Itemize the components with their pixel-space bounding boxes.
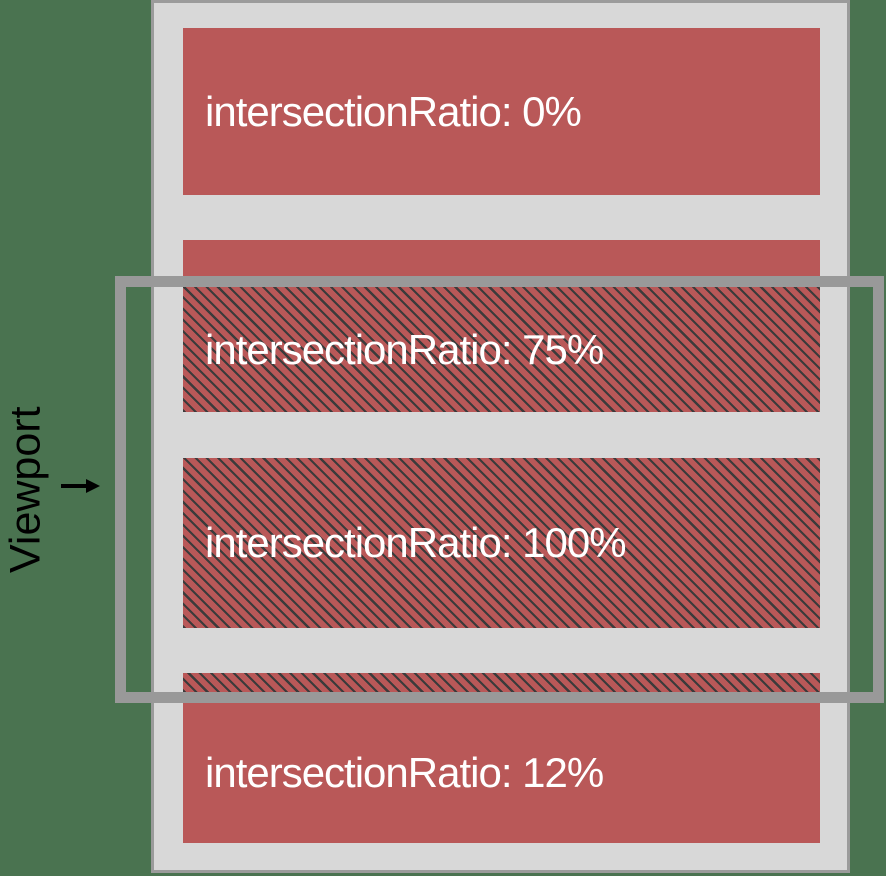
- box-label-region: intersectionRatio: 12%: [183, 703, 820, 843]
- box-label-region: intersectionRatio: 75%: [183, 287, 820, 412]
- arrow-right-icon: [61, 484, 88, 488]
- target-box-0-percent: intersectionRatio: 0%: [183, 28, 820, 195]
- viewport-label: Viewport: [1, 406, 50, 574]
- intersection-hatch-overlay: [183, 276, 820, 412]
- arrow-right-icon-head: [86, 479, 100, 493]
- intersection-hatch-overlay: [183, 458, 820, 628]
- viewport-frame: [115, 276, 884, 703]
- box-label: intersectionRatio: 100%: [205, 519, 627, 566]
- target-box-75-percent: intersectionRatio: 75%: [183, 240, 820, 412]
- box-label: intersectionRatio: 75%: [205, 325, 604, 373]
- target-box-100-percent: intersectionRatio: 100%: [183, 458, 820, 628]
- box-label-region: intersectionRatio: 0%: [183, 28, 820, 195]
- box-label: intersectionRatio: 0%: [205, 87, 582, 135]
- box-label: intersectionRatio: 12%: [205, 749, 604, 796]
- box-label-region: intersectionRatio: 100%: [183, 458, 820, 628]
